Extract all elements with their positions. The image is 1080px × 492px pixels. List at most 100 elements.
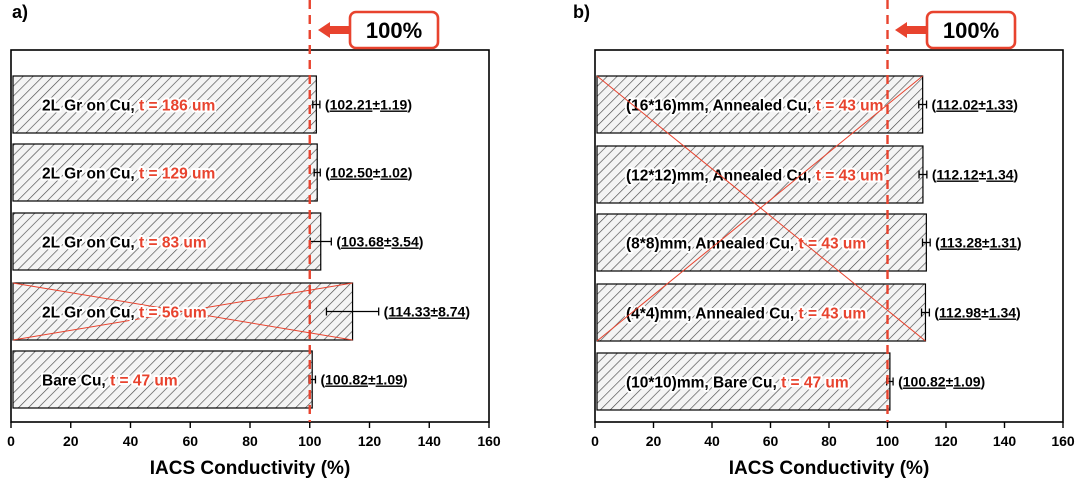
bar-label-text: (4*4)mm, Annealed Cu, (626, 306, 799, 323)
paren-open: ( (935, 235, 940, 251)
error-value: 1.34 (986, 167, 1013, 183)
bar-label: 2L Gr on Cu, t = 56 um (42, 305, 207, 322)
error-value: 1.19 (380, 97, 407, 113)
x-tick-label: 140 (993, 433, 1017, 449)
bar-label-text: (10*10)mm, Bare Cu, (626, 375, 781, 392)
x-tick-label: 120 (934, 433, 958, 449)
bar-thickness-text: t = 47 um (110, 373, 178, 390)
panel-a: a)2L Gr on Cu, t = 186 um (102.21±1.19)2L… (7, 0, 501, 479)
mean-value: 102.50 (330, 165, 373, 181)
callout-text: 100% (366, 18, 422, 43)
bar-group: Bare Cu, t = 47 um (100.82±1.09) (12, 350, 408, 409)
bar-thickness-text: t = 43 um (799, 236, 867, 253)
mean-value: 112.02 (936, 97, 978, 113)
plus-minus: ± (373, 165, 381, 181)
mean-value: 100.82 (903, 374, 946, 390)
panel-label: b) (573, 2, 590, 22)
bar-group: (4*4)mm, Annealed Cu, t = 43 um (112.98±1… (596, 283, 1021, 342)
x-tick-label: 160 (1051, 433, 1075, 449)
error-value: 8.74 (438, 304, 465, 320)
x-axis-label: IACS Conductivity (%) (729, 458, 930, 479)
bar-label-text: Bare Cu, (42, 373, 110, 390)
value-label: (112.12±1.34) (932, 167, 1018, 183)
panel-cross-line (596, 75, 926, 342)
bar-label-text: (16*16)mm, Annealed Cu, (626, 98, 816, 115)
callout-text: 100% (943, 18, 999, 43)
plus-minus: ± (978, 97, 986, 113)
paren-open: ( (384, 304, 389, 320)
x-tick-label: 120 (358, 433, 382, 449)
paren-close: ) (419, 234, 424, 250)
paren-close: ) (407, 97, 412, 113)
value-label: (112.02±1.33) (932, 97, 1018, 113)
paren-close: ) (1016, 305, 1021, 321)
paren-close: ) (465, 304, 470, 320)
bar-thickness-text: t = 83 um (139, 235, 207, 252)
plus-minus: ± (372, 97, 380, 113)
callout-arrow-shaft (905, 26, 929, 34)
plus-minus: ± (368, 372, 376, 388)
paren-open: ( (320, 372, 325, 388)
bar-group: (8*8)mm, Annealed Cu, t = 43 um (113.28±1… (596, 213, 1022, 272)
x-tick-label: 40 (123, 433, 139, 449)
callout-box (925, 10, 1017, 50)
plus-minus: ± (430, 304, 438, 320)
bar-label-text: 2L Gr on Cu, (42, 235, 139, 252)
mean-value: 102.21 (330, 97, 373, 113)
bar-group: (12*12)mm, Annealed Cu, t = 43 um (112.12… (596, 145, 1018, 204)
paren-open: ( (932, 167, 937, 183)
mean-value: 112.98 (939, 305, 981, 321)
value-label: (100.82±1.09) (898, 374, 985, 390)
x-tick-label: 20 (646, 433, 662, 449)
bar-thickness-text: t = 47 um (781, 375, 849, 392)
error-value: 1.31 (990, 235, 1017, 251)
paren-close: ) (1017, 235, 1022, 251)
bar-group: 2L Gr on Cu, t = 129 um (102.50±1.02) (12, 143, 412, 202)
bar-label-text: 2L Gr on Cu, (42, 305, 139, 322)
bar-thickness-text: t = 186 um (139, 98, 215, 115)
bar-thickness-text: t = 56 um (139, 305, 207, 322)
bar (596, 145, 924, 204)
paren-close: ) (1014, 167, 1019, 183)
paren-open: ( (325, 165, 330, 181)
bar-label: (10*10)mm, Bare Cu, t = 47 um (626, 375, 849, 392)
x-tick-label: 140 (418, 433, 442, 449)
x-axis-label: IACS Conductivity (%) (150, 458, 351, 479)
value-label: (102.21±1.19) (325, 97, 412, 113)
callout-arrow (895, 22, 907, 38)
paren-open: ( (932, 97, 937, 113)
error-value: 3.54 (392, 234, 419, 250)
error-value: 1.34 (989, 305, 1016, 321)
bar-group: 2L Gr on Cu, t = 83 um (103.68±3.54) (12, 212, 423, 271)
x-tick-label: 80 (242, 433, 258, 449)
bar-label: 2L Gr on Cu, t = 186 um (42, 98, 215, 115)
bar-label-text: 2L Gr on Cu, (42, 166, 139, 183)
value-label: (100.82±1.09) (320, 372, 407, 388)
cross-line (12, 282, 353, 341)
bar-group: (16*16)mm, Annealed Cu, t = 43 um (112.02… (596, 75, 1018, 134)
value-label: (112.98±1.34) (934, 305, 1020, 321)
panel-cross-line (596, 75, 923, 342)
mean-value: 114.33 (388, 304, 430, 320)
value-label: (103.68±3.54) (336, 234, 423, 250)
error-value: 1.09 (953, 374, 980, 390)
bar-label: (16*16)mm, Annealed Cu, t = 43 um (626, 98, 883, 115)
bar-thickness-text: t = 43 um (816, 168, 884, 185)
mean-value: 113.28 (940, 235, 982, 251)
paren-close: ) (981, 374, 986, 390)
bar (596, 75, 924, 134)
value-label: (102.50±1.02) (325, 165, 412, 181)
paren-open: ( (336, 234, 341, 250)
bar (596, 352, 891, 411)
callout-arrow (318, 22, 330, 38)
bar-group: 2L Gr on Cu, t = 56 um (114.33±8.74) (12, 282, 470, 341)
x-tick-label: 0 (591, 433, 599, 449)
value-label: (113.28±1.31) (935, 235, 1021, 251)
paren-close: ) (1013, 97, 1018, 113)
paren-open: ( (934, 305, 939, 321)
x-tick-label: 20 (63, 433, 79, 449)
x-tick-label: 60 (182, 433, 198, 449)
plus-minus: ± (979, 167, 987, 183)
